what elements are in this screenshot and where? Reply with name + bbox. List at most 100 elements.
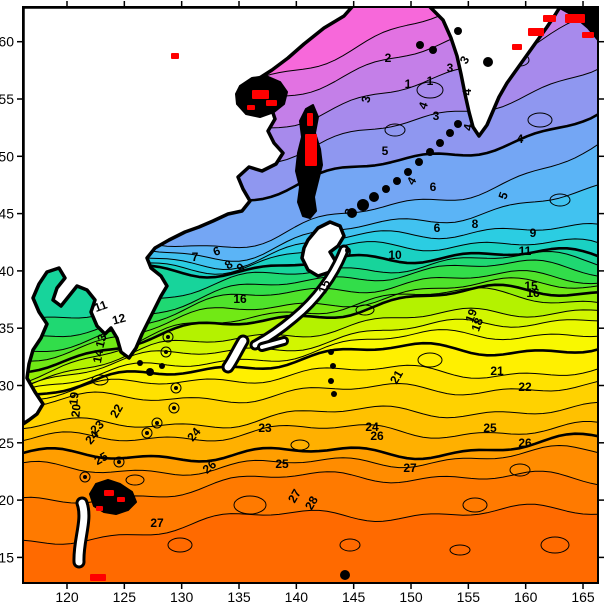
contour-label: 4 [460, 88, 474, 95]
y-tick-label: 25 [0, 435, 14, 451]
islet-ring [162, 331, 174, 343]
red-patch [512, 44, 522, 50]
islet-dot [172, 406, 176, 410]
contour-line-22 [23, 380, 598, 408]
x-tick-label: 130 [170, 589, 194, 605]
contour-label: 25 [92, 449, 111, 468]
red-patch [117, 497, 125, 502]
contour-label: 6 [430, 180, 437, 194]
contour-label: 26 [518, 436, 532, 450]
eddy-contour [233, 495, 267, 515]
y-tick-label: 20 [0, 492, 14, 508]
x-tick-label: 145 [342, 589, 366, 605]
eddy-contour [509, 463, 531, 477]
x-tick-label: 140 [285, 589, 309, 605]
islet [483, 57, 493, 67]
x-tick-label: 165 [571, 589, 595, 605]
eddy-contour [527, 112, 553, 128]
contour-label: 28 [302, 493, 321, 512]
contour-label: 27 [150, 516, 164, 530]
contour-label: 4 [416, 100, 432, 111]
red-patch [171, 53, 179, 59]
islet-dot [117, 460, 121, 464]
eddy-contour [355, 304, 375, 316]
y-tick-label: 30 [0, 378, 14, 394]
y-tick-label: 60 [0, 34, 14, 50]
contour-label: 4 [461, 122, 476, 131]
islet [328, 378, 334, 384]
contour-label: 24 [365, 420, 379, 434]
red-patch [582, 32, 594, 38]
contour-line-21 [23, 364, 598, 402]
islet [159, 363, 165, 369]
x-tick-label: 155 [457, 589, 481, 605]
contour-label: 25 [275, 457, 289, 471]
red-patch [266, 100, 277, 106]
contour-label: 8 [472, 217, 479, 231]
islet [404, 168, 412, 176]
contour-label: 5 [496, 190, 512, 201]
islet [340, 570, 350, 580]
contour-label: 22 [518, 380, 532, 394]
eddy-contour [549, 193, 571, 207]
x-tick-label: 160 [514, 589, 538, 605]
islet-ring [79, 471, 91, 483]
contour-label: 16 [526, 286, 540, 300]
contour-label: 12 [111, 311, 128, 328]
contour-label: 3 [342, 207, 357, 217]
contour-label: 13 [93, 332, 110, 349]
contour-label: 25 [483, 421, 497, 435]
islet-dot [174, 386, 178, 390]
islet-dot [155, 421, 159, 425]
contour-label: 15 [315, 278, 333, 296]
contour-line-24 [23, 421, 598, 442]
red-patch [252, 90, 269, 99]
contour-line-18 [23, 318, 598, 388]
land-honshu [252, 247, 347, 348]
eddy-contour [167, 537, 193, 553]
eddy-contour [125, 474, 145, 486]
contour-label: 19 [462, 307, 480, 325]
y-tick-label: 45 [0, 206, 14, 222]
islet [446, 129, 454, 137]
islet-ring [113, 456, 125, 468]
islet-ring [170, 382, 182, 394]
red-patch [543, 15, 556, 22]
islet [429, 46, 437, 54]
contour-line-25 [23, 432, 598, 463]
contour-label: 10 [388, 248, 402, 262]
islet [426, 148, 434, 156]
contour-label: 20 [68, 403, 83, 418]
contour-label: 9 [530, 226, 537, 240]
land-luzon [75, 499, 88, 566]
contour-label: 4 [517, 132, 524, 146]
islet [347, 208, 357, 218]
x-tick-label: 120 [55, 589, 79, 605]
islet [369, 192, 379, 202]
eddy-contour [339, 538, 361, 552]
red-patch [247, 105, 255, 110]
islet [137, 360, 143, 366]
islet-ring [141, 427, 153, 439]
contour-label: 9 [345, 245, 352, 259]
red-patch [90, 574, 106, 581]
land-kyushu [224, 337, 247, 371]
x-tick-label: 150 [399, 589, 423, 605]
land-kamchatka [428, 7, 562, 138]
islet-ring [151, 417, 163, 429]
island-taiwan-group [89, 479, 137, 515]
contour-label: 27 [285, 486, 304, 505]
contour-label: 16 [233, 292, 247, 306]
contour-label: 14 [90, 348, 106, 364]
eddy-contour [449, 544, 471, 556]
contour-label: 18 [468, 316, 486, 334]
islet [415, 158, 423, 166]
contour-label: 3 [359, 94, 374, 103]
x-tick-label: 125 [113, 589, 137, 605]
plot-frame [22, 6, 599, 584]
y-tick-label: 15 [0, 549, 14, 565]
islet-ring [160, 346, 172, 358]
contour-label: 2 [385, 51, 392, 65]
eddy-contour [416, 81, 444, 99]
